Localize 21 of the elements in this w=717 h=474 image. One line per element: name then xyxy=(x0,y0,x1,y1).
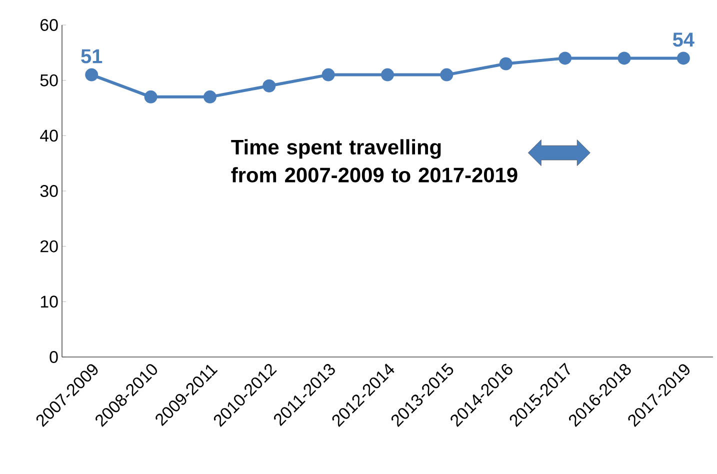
y-tick-label: 50 xyxy=(40,74,58,86)
point xyxy=(262,79,276,92)
y-tick-label: 10 xyxy=(40,296,58,308)
point xyxy=(618,52,631,65)
point xyxy=(676,52,690,65)
data-label: 54 xyxy=(672,32,694,47)
data-label: 51 xyxy=(81,49,102,64)
y-tick-label: 60 xyxy=(40,18,58,31)
point xyxy=(499,57,512,70)
point xyxy=(440,68,454,82)
y-tick-label: 0 xyxy=(50,350,58,363)
annotation: Time spent travelling from 2007-2009 to 2017-2019 xyxy=(231,139,518,182)
y-tick-label: 30 xyxy=(40,184,58,197)
point xyxy=(558,52,572,65)
y-tick-label: 20 xyxy=(40,240,58,252)
point xyxy=(381,68,394,82)
point xyxy=(144,90,158,104)
point xyxy=(85,68,98,82)
point xyxy=(322,68,335,82)
point xyxy=(203,90,216,104)
y-tick-label: 40 xyxy=(40,130,58,142)
